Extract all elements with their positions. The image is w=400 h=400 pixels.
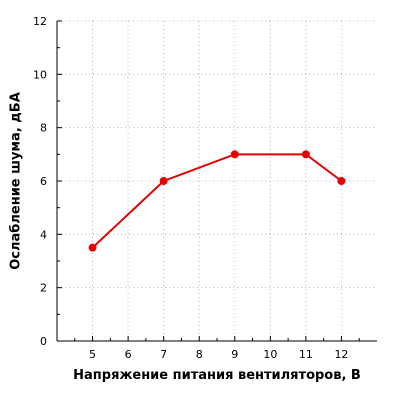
x-tick-label: 5 — [89, 348, 96, 361]
x-tick-label: 6 — [125, 348, 132, 361]
axes — [56, 20, 377, 342]
y-tick-label: 2 — [40, 282, 47, 295]
data-point — [337, 177, 346, 185]
data-point — [301, 150, 310, 159]
tick-labels: 5 6 7 8 9 10 11 12 0 2 4 6 8 10 12 — [33, 15, 348, 361]
x-axis-title: Напряжение питания вентиляторов, В — [73, 368, 361, 383]
series-line — [91, 153, 343, 249]
x-tick-label: 8 — [196, 348, 203, 361]
y-tick-label: 0 — [40, 335, 47, 348]
series-plot — [88, 150, 346, 252]
x-tick-label: 11 — [299, 348, 313, 361]
y-tick-label: 4 — [40, 228, 47, 241]
y-tick-label: 6 — [40, 175, 47, 188]
y-tick-label: 12 — [33, 15, 47, 28]
x-tick-label: 9 — [231, 348, 238, 361]
y-tick-label: 10 — [33, 68, 47, 81]
y-axis-title: Ослабление шума, дБА — [9, 92, 24, 270]
x-tick-label: 12 — [334, 348, 348, 361]
x-tick-label: 10 — [263, 348, 277, 361]
data-point — [88, 243, 97, 252]
data-point — [159, 177, 168, 185]
data-point — [230, 150, 239, 159]
x-tick-label: 7 — [160, 348, 167, 361]
y-tick-label: 8 — [40, 122, 47, 135]
grid — [57, 20, 377, 341]
